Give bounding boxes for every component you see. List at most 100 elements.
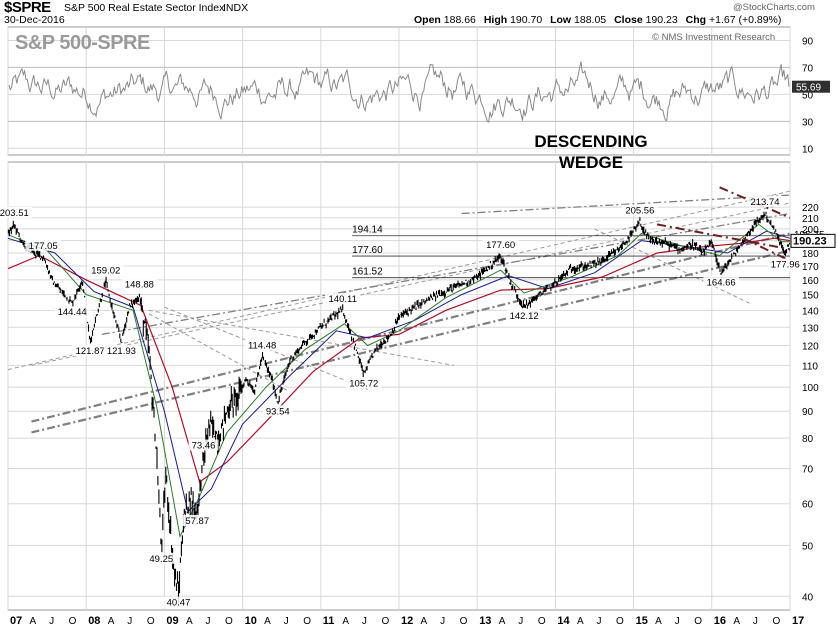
open-label: Open xyxy=(414,14,441,26)
wedge-line xyxy=(656,223,791,251)
y-tick-label: 120 xyxy=(802,342,819,353)
point-label-bg xyxy=(244,339,280,351)
grid xyxy=(7,26,791,611)
x-tick-label: 10 xyxy=(245,615,257,627)
x-tick-label: J xyxy=(127,616,132,627)
chg-label: Chg xyxy=(685,14,707,26)
point-label-bg xyxy=(72,345,108,357)
x-tick-label: 17 xyxy=(792,615,804,627)
point-label: 73.46 xyxy=(192,441,216,452)
point-label-bg xyxy=(346,377,382,389)
point-label: 93.54 xyxy=(266,406,290,417)
x-tick-label: 11 xyxy=(323,615,335,627)
y-tick-label: 220 xyxy=(802,203,819,214)
last-price-badge xyxy=(790,233,836,248)
annotation-line-2: WEDGE xyxy=(558,153,624,172)
price-series xyxy=(7,211,790,605)
point-label: 121.93 xyxy=(107,346,136,357)
x-tick-label: 16 xyxy=(714,615,726,627)
point-label: 164.66 xyxy=(707,277,736,288)
point-label-bg xyxy=(54,306,90,318)
trendline-dashed xyxy=(148,313,290,393)
high-value: 190.70 xyxy=(510,14,543,26)
rsi-tick-label: 50 xyxy=(802,90,814,101)
x-tick-label: J xyxy=(49,616,54,627)
x-tick-label: O xyxy=(616,616,624,627)
y-tick-label: 140 xyxy=(802,306,819,317)
chg-value: +1.67 (+0.89%) xyxy=(708,14,782,26)
close-value: 190.23 xyxy=(645,14,678,26)
point-label-bg xyxy=(767,258,804,270)
point-label-bg xyxy=(87,264,124,276)
rsi-tick-label: 30 xyxy=(802,117,814,128)
point-label: 177.60 xyxy=(486,240,515,251)
y-tick-label: 100 xyxy=(802,383,819,394)
point-label-bg xyxy=(182,514,213,526)
point-label: 148.88 xyxy=(125,279,154,290)
point-label: 177.05 xyxy=(29,241,58,252)
point-label-bg xyxy=(25,239,61,251)
x-tick-label: A xyxy=(30,616,37,627)
point-label: 177.96 xyxy=(771,260,800,271)
chart-title: S&P 500-SPRE xyxy=(15,32,150,54)
point-label: 203.51 xyxy=(0,208,29,219)
x-tick-label: 15 xyxy=(636,615,648,627)
rsi-value-badge xyxy=(792,80,830,93)
close-label: Close xyxy=(614,14,643,26)
point-label-bg xyxy=(262,405,293,417)
y-tick-label: 40 xyxy=(802,592,814,603)
ticker-symbol: $SPRE xyxy=(4,0,51,16)
point-label-bg xyxy=(188,439,219,451)
x-tick-label: J xyxy=(362,616,367,627)
copyright-label: © NMS Investment Research xyxy=(652,32,776,43)
x-tick-label: 09 xyxy=(166,615,178,627)
exchange-label: INDX xyxy=(223,2,249,14)
low-label: Low xyxy=(550,14,572,26)
x-tick-label: 08 xyxy=(88,615,100,627)
y-tick-label: 130 xyxy=(802,323,819,334)
x-tick-label: 13 xyxy=(479,615,491,627)
point-label: 205.56 xyxy=(625,206,654,217)
x-tick-label: A xyxy=(499,616,506,627)
descending-wedge-annotation: DESCENDING WEDGE xyxy=(525,131,657,173)
x-tick-label: A xyxy=(577,616,584,627)
x-tick-label: O xyxy=(147,616,155,627)
open-value: 188.66 xyxy=(443,14,476,26)
x-tick-label: J xyxy=(675,616,680,627)
level-label: 161.52 xyxy=(352,267,383,278)
wedge-line xyxy=(742,237,791,262)
trendline-dashdot xyxy=(461,194,791,215)
point-label-bg xyxy=(146,552,177,564)
rsi-panel xyxy=(8,61,790,123)
stockcharts-watermark: @StockCharts.com xyxy=(733,2,815,13)
point-label-bg xyxy=(622,204,658,216)
y-tick-label: 170 xyxy=(802,262,819,273)
point-label: 213.74 xyxy=(750,197,779,208)
y-tick-label: 110 xyxy=(802,361,818,372)
x-tick-label: O xyxy=(225,616,233,627)
trendline-dashdot xyxy=(31,249,791,434)
y-tick-label: 180 xyxy=(802,249,819,260)
trendline-dashed xyxy=(164,306,368,390)
rsi-tick-label: 10 xyxy=(802,144,814,155)
x-tick-label: O xyxy=(694,616,702,627)
rsi-tick-label: 90 xyxy=(802,36,814,47)
trendline-dashed xyxy=(7,190,791,371)
last-price-label: 190.23 xyxy=(793,235,827,247)
point-label-bg xyxy=(0,206,33,218)
y-tick-label: 60 xyxy=(802,500,814,511)
x-tick-label: A xyxy=(421,616,428,627)
point-label-bg xyxy=(103,344,140,356)
point-labels: 203.51 177.05 144.44 121.87 159.02 121.93 148.… xyxy=(0,195,804,609)
x-tick-label: O xyxy=(69,616,77,627)
point-label-bg xyxy=(482,239,519,251)
high-label: High xyxy=(483,14,508,26)
x-tick-label: O xyxy=(460,616,468,627)
x-tick-label: J xyxy=(284,616,289,627)
x-tick-label: 14 xyxy=(557,615,570,627)
annotation-line-1: DESCENDING xyxy=(534,132,648,151)
level-label: 194.14 xyxy=(352,225,383,236)
x-tick-label: O xyxy=(772,616,780,627)
x-tick-label: O xyxy=(303,616,311,627)
